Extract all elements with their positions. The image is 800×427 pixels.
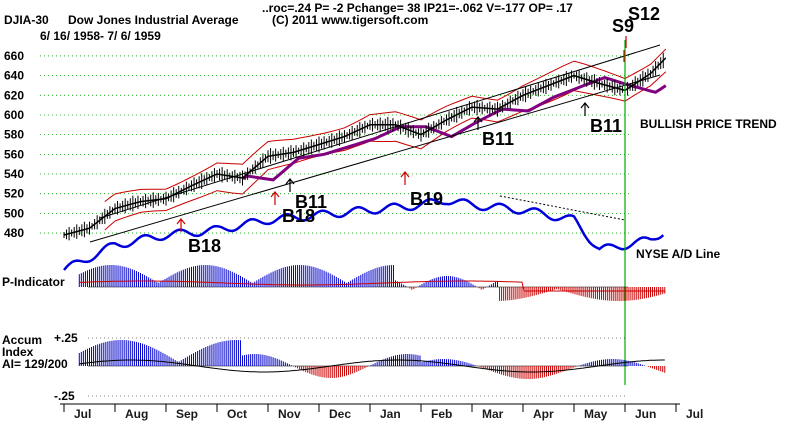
y-tick-580: 580 [4,128,24,142]
y-tick-480: 480 [4,226,24,240]
y-tick-600: 600 [4,108,24,122]
ad-line-series [63,198,665,271]
signal-b19-label: B19 [410,189,443,209]
p-indicator-label: P-Indicator [2,275,65,289]
buy-arrow-head [580,102,590,109]
p-indicator-ma-line [79,280,665,292]
trendline-lower [89,74,661,243]
price-axis-ticks: 480 500 520 540 560 580 600 620 640 660 [4,49,24,240]
y-tick-660: 660 [4,49,24,63]
accum-label-3: AI= 129/200 [2,357,68,371]
accum-top-tick: +.25 [54,331,78,345]
month-label-sep: Sep [176,407,198,421]
month-label-jul: Jul [686,407,703,421]
signal-b11-label-jun: B11 [590,116,622,136]
accum-bottom-tick: -.25 [54,389,75,403]
ad-line-label: NYSE A/D Line [636,247,721,261]
price-bars [63,52,664,241]
y-tick-500: 500 [4,206,24,220]
copyright: (C) 2011 www.tigersoft.com [272,13,428,27]
month-label-jan: Jan [380,407,401,421]
signal-b18-label-sep: B18 [188,236,221,256]
month-axis: Jul Aug Sep Oct Nov Dec Jan Feb Mar Apr May Jun Jul [63,404,703,421]
signal-b18-label-nov: B18 [282,206,315,226]
ticker-label: DJIA-30 [4,13,49,27]
month-label-jun: Jun [635,407,656,421]
buy-arrow-head [285,178,295,185]
month-label-nov: Nov [278,407,301,421]
buy-arrow-head [473,116,483,123]
month-label-apr: Apr [533,407,554,421]
month-label-aug: Aug [125,407,148,421]
month-label-may: May [584,407,608,421]
signal-s9-label: S9 [612,16,634,36]
y-tick-560: 560 [4,147,24,161]
accum-label-2: Index [2,345,34,359]
month-label-jul: Jul [74,407,91,421]
y-tick-540: 540 [4,167,24,181]
buy-arrow-head [400,171,410,178]
date-range: 6/ 16/ 1958- 7/ 6/ 1959 [40,29,161,43]
signal-b11-label-mar: B11 [482,129,514,149]
trend-label: BULLISH PRICE TREND [640,117,777,131]
buy-arrow-head [176,218,186,225]
price-grid [40,55,630,234]
y-tick-640: 640 [4,69,24,83]
month-label-feb: Feb [431,407,452,421]
accum-histogram [78,340,666,379]
ad-trendline [499,195,626,221]
accum-label-1: Accum [2,333,42,347]
month-label-oct: Oct [227,407,247,421]
upper-band-line [104,48,667,202]
month-label-dec: Dec [329,407,351,421]
signal-s12-label: S12 [628,4,660,24]
accum-ma-line [79,359,665,373]
index-name: Dow Jones Industrial Average [68,13,239,27]
buy-arrow-head [270,191,280,198]
month-label-mar: Mar [482,407,504,421]
signal-b11-label-nov: B11 [295,192,327,212]
stats-line: ..roc=.24 P= -2 Pchange= 38 IP21=-.062 V… [262,1,573,15]
y-tick-520: 520 [4,187,24,201]
y-tick-620: 620 [4,88,24,102]
signal-markers [176,36,627,232]
